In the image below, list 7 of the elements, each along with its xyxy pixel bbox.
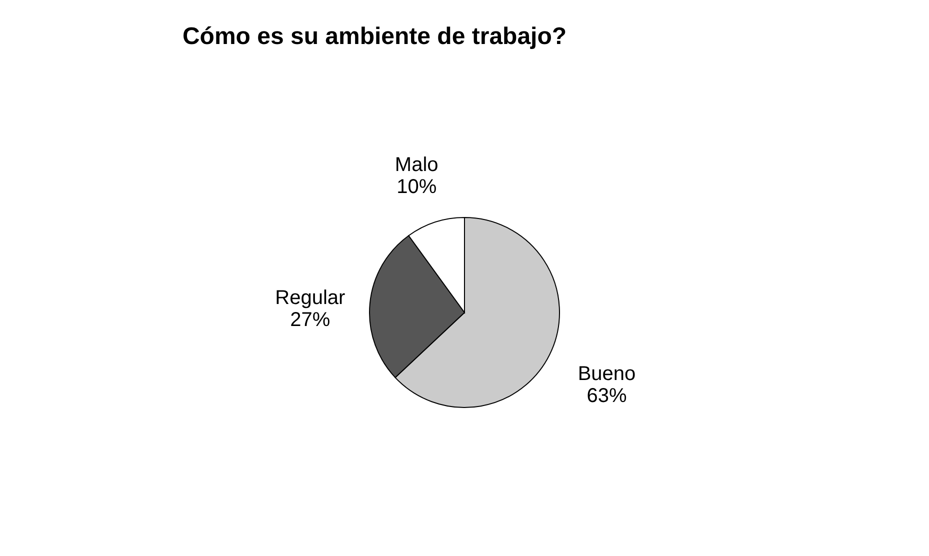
data-label: 27% (290, 308, 330, 331)
slice-label: Regular (275, 286, 346, 309)
chart-title: Cómo es su ambiente de trabajo? (182, 23, 567, 50)
data-label: 63% (586, 385, 627, 408)
slice-label: Bueno (578, 363, 636, 386)
slice-label: Malo (394, 154, 438, 176)
data-label: 10% (396, 176, 437, 198)
